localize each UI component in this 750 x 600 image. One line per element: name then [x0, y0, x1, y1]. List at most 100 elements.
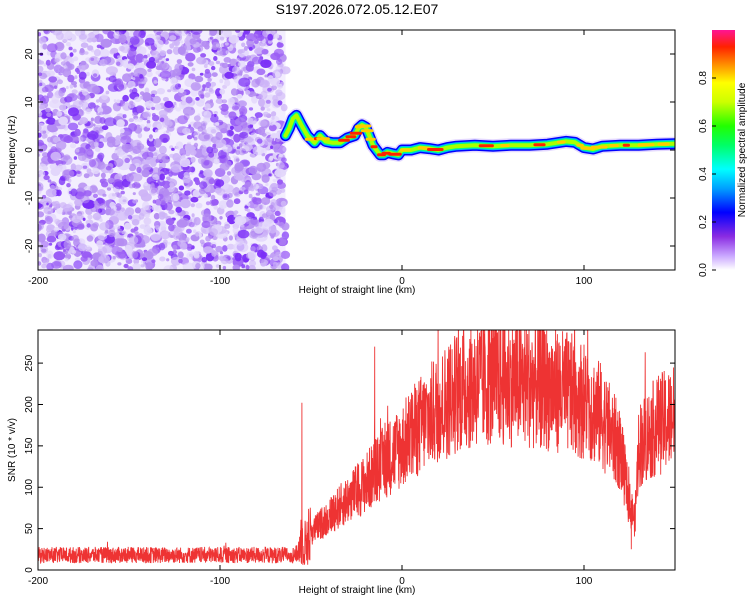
noise-speckle — [148, 56, 155, 63]
noise-speckle — [178, 185, 185, 191]
noise-speckle — [101, 181, 109, 188]
noise-speckle — [46, 235, 57, 243]
noise-speckle — [232, 66, 241, 74]
noise-speckle — [263, 137, 273, 146]
noise-speckle — [169, 35, 177, 41]
noise-speckle — [238, 143, 243, 148]
noise-speckle — [118, 34, 127, 44]
noise-speckle — [140, 192, 152, 202]
noise-speckle — [113, 224, 121, 230]
noise-speckle — [156, 61, 167, 70]
colorbar-ticks: 0.0 0.2 0.4 0.6 0.8 — [698, 71, 716, 277]
noise-speckle — [80, 256, 88, 262]
noise-speckle — [113, 99, 117, 103]
noise-speckle — [107, 177, 115, 183]
noise-speckle — [38, 111, 43, 117]
noise-speckle — [90, 259, 99, 267]
noise-speckle — [214, 113, 217, 118]
noise-speckle — [278, 222, 285, 228]
noise-speckle — [62, 204, 73, 212]
noise-speckle — [252, 197, 262, 205]
noise-speckle — [122, 73, 132, 83]
snr-ytick-label: 100 — [24, 478, 35, 495]
noise-speckle — [219, 79, 224, 84]
noise-speckle — [196, 56, 207, 65]
noise-speckle — [99, 218, 103, 222]
noise-speckle — [57, 79, 63, 85]
noise-speckle — [250, 246, 256, 252]
noise-speckle — [164, 100, 174, 108]
noise-speckle — [98, 256, 104, 263]
noise-speckle — [151, 259, 156, 264]
noise-speckle — [53, 200, 61, 209]
noise-speckle — [45, 107, 51, 113]
noise-speckle — [73, 156, 78, 160]
noise-speckle — [210, 194, 216, 200]
noise-speckle — [142, 263, 146, 267]
noise-speckle — [50, 184, 56, 191]
noise-speckle — [49, 163, 58, 170]
noise-speckle — [66, 93, 78, 102]
noise-speckle — [159, 230, 171, 240]
noise-speckle — [210, 81, 217, 87]
noise-speckle — [85, 143, 91, 150]
noise-speckle — [39, 104, 45, 110]
noise-speckle — [241, 264, 246, 269]
noise-speckle — [222, 144, 233, 153]
noise-speckle — [113, 238, 125, 247]
noise-speckle — [232, 242, 245, 252]
snr-xtick-label: 0 — [399, 576, 405, 587]
noise-speckle — [193, 121, 203, 130]
noise-speckle — [46, 117, 56, 125]
noise-speckle — [184, 40, 191, 47]
noise-speckle — [99, 222, 110, 231]
noise-speckle — [121, 230, 126, 235]
spectrogram-ytick-label: 20 — [24, 48, 35, 60]
noise-speckle — [76, 224, 85, 230]
noise-speckle — [87, 130, 99, 140]
noise-speckle — [258, 189, 262, 194]
noise-speckle — [71, 234, 79, 242]
noise-speckle — [132, 112, 138, 117]
noise-speckle — [38, 65, 44, 73]
snr-ytick-label: 50 — [24, 523, 35, 535]
noise-speckle — [172, 193, 180, 202]
noise-speckle — [276, 143, 281, 147]
noise-speckle — [116, 61, 121, 66]
noise-speckle — [277, 161, 285, 169]
noise-speckle — [202, 84, 207, 89]
noise-speckle — [233, 214, 238, 218]
noise-speckle — [92, 167, 100, 175]
noise-speckle — [280, 250, 291, 259]
noise-speckle — [90, 117, 94, 122]
noise-speckle — [59, 236, 64, 241]
noise-speckle — [38, 233, 46, 243]
noise-speckle — [247, 250, 257, 260]
noise-speckle — [126, 63, 135, 70]
noise-speckle — [280, 188, 286, 193]
colorbar-tick-label: 0.2 — [698, 215, 709, 229]
noise-speckle — [144, 87, 150, 94]
noise-speckle — [38, 253, 42, 258]
noise-speckle — [166, 49, 173, 55]
noise-speckle — [54, 185, 59, 190]
noise-speckle — [120, 84, 124, 88]
noise-speckle — [203, 64, 208, 68]
noise-speckle — [99, 203, 106, 210]
noise-speckle — [203, 246, 213, 254]
noise-speckle — [199, 239, 205, 245]
noise-speckle — [256, 162, 267, 172]
noise-speckle — [259, 204, 263, 210]
noise-speckle — [75, 148, 80, 153]
noise-speckle — [170, 77, 177, 85]
noise-speckle — [55, 167, 62, 173]
spectrogram-xtick-label: -200 — [28, 276, 48, 287]
noise-speckle — [185, 30, 190, 34]
noise-speckle — [158, 212, 166, 220]
noise-speckle — [62, 264, 74, 270]
noise-speckle — [193, 142, 199, 148]
noise-speckle — [218, 105, 222, 109]
noise-speckle — [79, 239, 83, 243]
noise-speckle — [51, 94, 59, 104]
noise-speckle — [91, 85, 101, 95]
